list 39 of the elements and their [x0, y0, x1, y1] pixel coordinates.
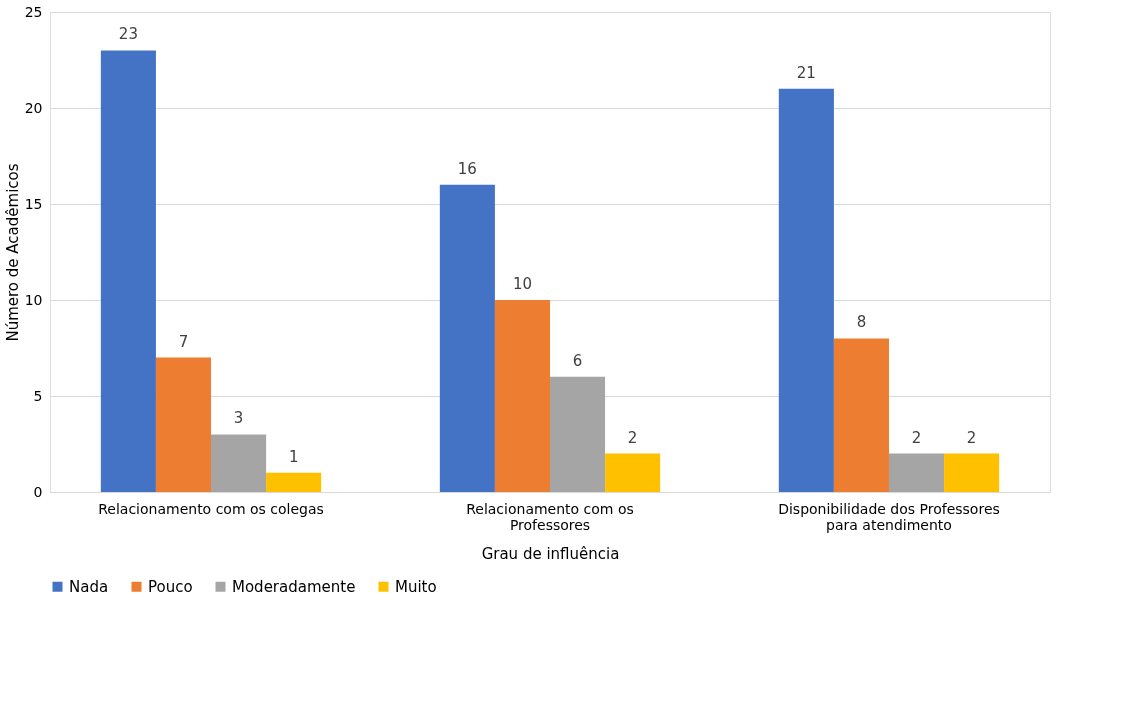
- bar: [439, 184, 495, 492]
- x-tick-label: Disponibilidade dos Professores para atendimento: [778, 500, 1000, 533]
- bar: [494, 300, 550, 492]
- y-tick-label: 25: [24, 3, 43, 20]
- y-tick-label: 0: [33, 483, 43, 500]
- y-tick-label: 15: [24, 195, 43, 212]
- bar: [155, 357, 212, 492]
- x-tick-label: Relacionamento com os Professores: [466, 500, 634, 533]
- bar: [888, 453, 945, 492]
- y-tick-label: 20: [24, 99, 43, 116]
- data-label: 23: [118, 25, 138, 44]
- legend-label: Muito: [395, 577, 437, 596]
- data-label: 2: [966, 428, 977, 447]
- bar: [550, 376, 606, 492]
- legend-label: Pouco: [148, 577, 193, 596]
- data-label: 7: [178, 332, 189, 351]
- data-label: 2: [627, 428, 638, 447]
- x-axis-title: Grau de influência: [481, 544, 620, 563]
- data-label: 21: [796, 63, 816, 82]
- bar: [100, 50, 156, 492]
- bar: [266, 472, 322, 492]
- data-label: 2: [911, 428, 922, 447]
- y-tick-label: 10: [24, 291, 43, 308]
- bar: [833, 338, 889, 492]
- bar: [605, 453, 661, 492]
- data-label: 3: [233, 409, 244, 428]
- bar: [944, 453, 1000, 492]
- bar: [778, 88, 834, 492]
- y-axis-title: Número de Acadêmicos: [3, 163, 22, 342]
- bar: [211, 434, 267, 492]
- data-label: 8: [856, 313, 867, 332]
- data-label: 16: [457, 159, 477, 178]
- data-label: 10: [512, 275, 532, 293]
- data-label: 1: [288, 447, 299, 466]
- legend-label: Nada: [69, 577, 109, 596]
- y-tick-label: 5: [33, 387, 43, 404]
- legend-label: Moderadamente: [232, 577, 356, 596]
- x-tick-label: Relacionamento com os colegas: [98, 500, 324, 517]
- data-label: 6: [572, 351, 583, 370]
